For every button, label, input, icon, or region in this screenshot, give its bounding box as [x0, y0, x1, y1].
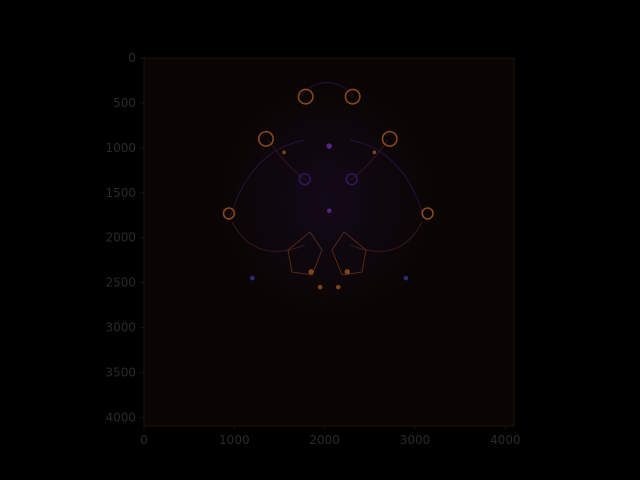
- heatmap-feature-ring: [421, 207, 434, 220]
- heatmap-feature-ring: [345, 173, 358, 186]
- y-axis: 0 500 1000 1500 2000 2500 3000 3500 4000: [105, 51, 144, 424]
- heatmap-features: [222, 88, 434, 290]
- heatmap-feature-dot: [250, 275, 255, 281]
- y-tick-label: 0: [128, 51, 136, 65]
- pattern-glow: [217, 80, 437, 320]
- heatmap-feature-ring: [298, 173, 312, 186]
- plot-area: [143, 57, 515, 427]
- curve-center-left: [287, 231, 323, 276]
- plot-frame: [143, 57, 515, 427]
- curve-center-right: [331, 231, 367, 276]
- x-tick-label: 0: [140, 433, 148, 447]
- y-tick-label: 500: [113, 96, 136, 110]
- heatmap-feature-dot: [344, 269, 350, 275]
- heatmap-feature-ring: [344, 88, 361, 105]
- curve-face-left: [267, 139, 307, 181]
- y-tick-label: 3000: [105, 321, 136, 335]
- y-tick-label: 1000: [105, 141, 136, 155]
- heatmap-feature-dot: [372, 150, 377, 155]
- x-axis: 0 1000 2000 3000 4000: [140, 426, 521, 447]
- heatmap-feature-ring: [297, 88, 314, 105]
- x-tick-label: 1000: [219, 433, 250, 447]
- x-tick-label: 2000: [309, 433, 340, 447]
- heatmap-feature-dot: [317, 284, 323, 290]
- heatmap-feature-ring: [222, 207, 236, 220]
- heatmap-feature-ring: [381, 130, 398, 147]
- y-tick-label: 2500: [105, 276, 136, 290]
- heatmap-feature-dot: [326, 143, 332, 149]
- heatmap-feature-dot: [282, 150, 286, 155]
- y-tick-label: 4000: [105, 410, 136, 424]
- heatmap-feature-dot: [326, 208, 332, 213]
- x-tick-label: 3000: [400, 433, 431, 447]
- heatmap-feature-dot: [403, 275, 409, 281]
- heatmap-feature-dot: [308, 269, 314, 275]
- curve-right-lower: [349, 221, 423, 252]
- curve-right-wing: [349, 139, 425, 219]
- y-tick-label: 2000: [105, 231, 136, 245]
- y-tick-label: 3500: [105, 365, 136, 379]
- curve-left-lower: [231, 221, 306, 252]
- heatmap-feature-ring: [257, 130, 274, 147]
- curve-left-wing: [229, 139, 306, 219]
- x-tick-label: 4000: [490, 433, 521, 447]
- y-tick-label: 1500: [105, 186, 136, 200]
- heatmap-feature-dot: [335, 284, 341, 290]
